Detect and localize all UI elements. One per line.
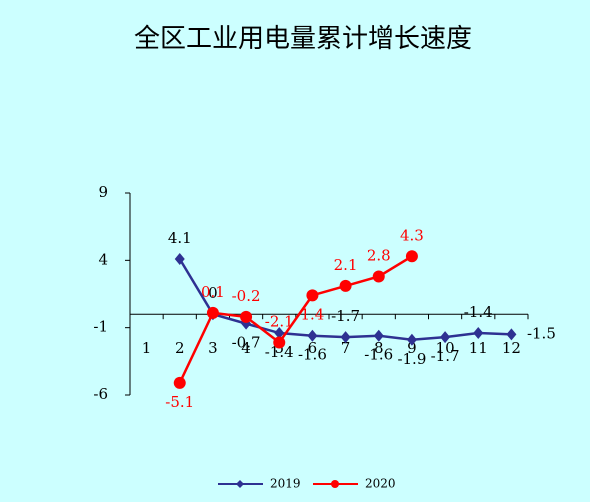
data-label: 4.3 bbox=[400, 226, 424, 244]
marker bbox=[173, 376, 186, 389]
data-label: 2.1 bbox=[334, 256, 358, 274]
data-label: -0.7 bbox=[232, 334, 261, 352]
x-tick-label: 9 bbox=[407, 339, 417, 357]
y-tick-label: -6 bbox=[93, 385, 108, 403]
data-label: -1.6 bbox=[298, 346, 327, 364]
x-tick-label: 10 bbox=[436, 339, 455, 357]
data-label: -1.4 bbox=[265, 343, 294, 361]
x-tick-label: 4 bbox=[241, 339, 251, 357]
data-label: -1.6 bbox=[364, 346, 393, 364]
marker bbox=[373, 329, 384, 342]
x-tick-label: 6 bbox=[308, 339, 318, 357]
data-label: 1.4 bbox=[300, 305, 324, 323]
marker bbox=[506, 328, 517, 341]
marker bbox=[273, 336, 286, 349]
x-tick-label: 1 bbox=[142, 339, 152, 357]
marker bbox=[306, 289, 319, 302]
x-tick-label: 7 bbox=[341, 339, 351, 357]
y-tick-label: -1 bbox=[93, 318, 108, 336]
x-tick-label: 2 bbox=[175, 339, 185, 357]
data-label: -1.7 bbox=[331, 307, 360, 325]
marker bbox=[340, 331, 351, 344]
marker bbox=[307, 329, 318, 342]
data-label: -1.9 bbox=[397, 350, 426, 368]
data-label: -1.4 bbox=[464, 303, 493, 321]
data-label: 0.1 bbox=[201, 283, 225, 301]
x-tick-label: 12 bbox=[502, 339, 521, 357]
y-tick-label: 4 bbox=[98, 250, 108, 268]
marker bbox=[473, 327, 484, 340]
data-label: 0 bbox=[208, 284, 218, 302]
marker bbox=[405, 250, 418, 263]
marker bbox=[274, 327, 285, 340]
data-label: 4.1 bbox=[168, 229, 192, 247]
marker bbox=[174, 252, 185, 265]
marker bbox=[372, 270, 385, 283]
x-tick-label: 11 bbox=[469, 339, 488, 357]
x-tick-label: 3 bbox=[208, 339, 218, 357]
data-label: -1.5 bbox=[527, 324, 556, 342]
x-tick-label: 8 bbox=[374, 339, 384, 357]
data-label: -2.1 bbox=[265, 312, 294, 330]
data-label: -5.1 bbox=[165, 393, 194, 411]
marker bbox=[240, 310, 253, 323]
y-tick-label: 9 bbox=[98, 183, 108, 201]
marker bbox=[339, 279, 352, 292]
marker bbox=[206, 306, 219, 319]
legend-marker bbox=[236, 480, 244, 488]
legend-marker bbox=[331, 480, 339, 488]
data-label: -1.7 bbox=[431, 347, 460, 365]
data-label: 2.8 bbox=[367, 246, 391, 264]
chart-title: 全区工业用电量累计增长速度 bbox=[134, 24, 472, 54]
marker bbox=[440, 331, 451, 344]
data-label: -0.2 bbox=[232, 287, 261, 305]
legend-label: 2020 bbox=[365, 477, 396, 491]
legend-label: 2019 bbox=[270, 477, 301, 491]
marker bbox=[406, 333, 417, 346]
